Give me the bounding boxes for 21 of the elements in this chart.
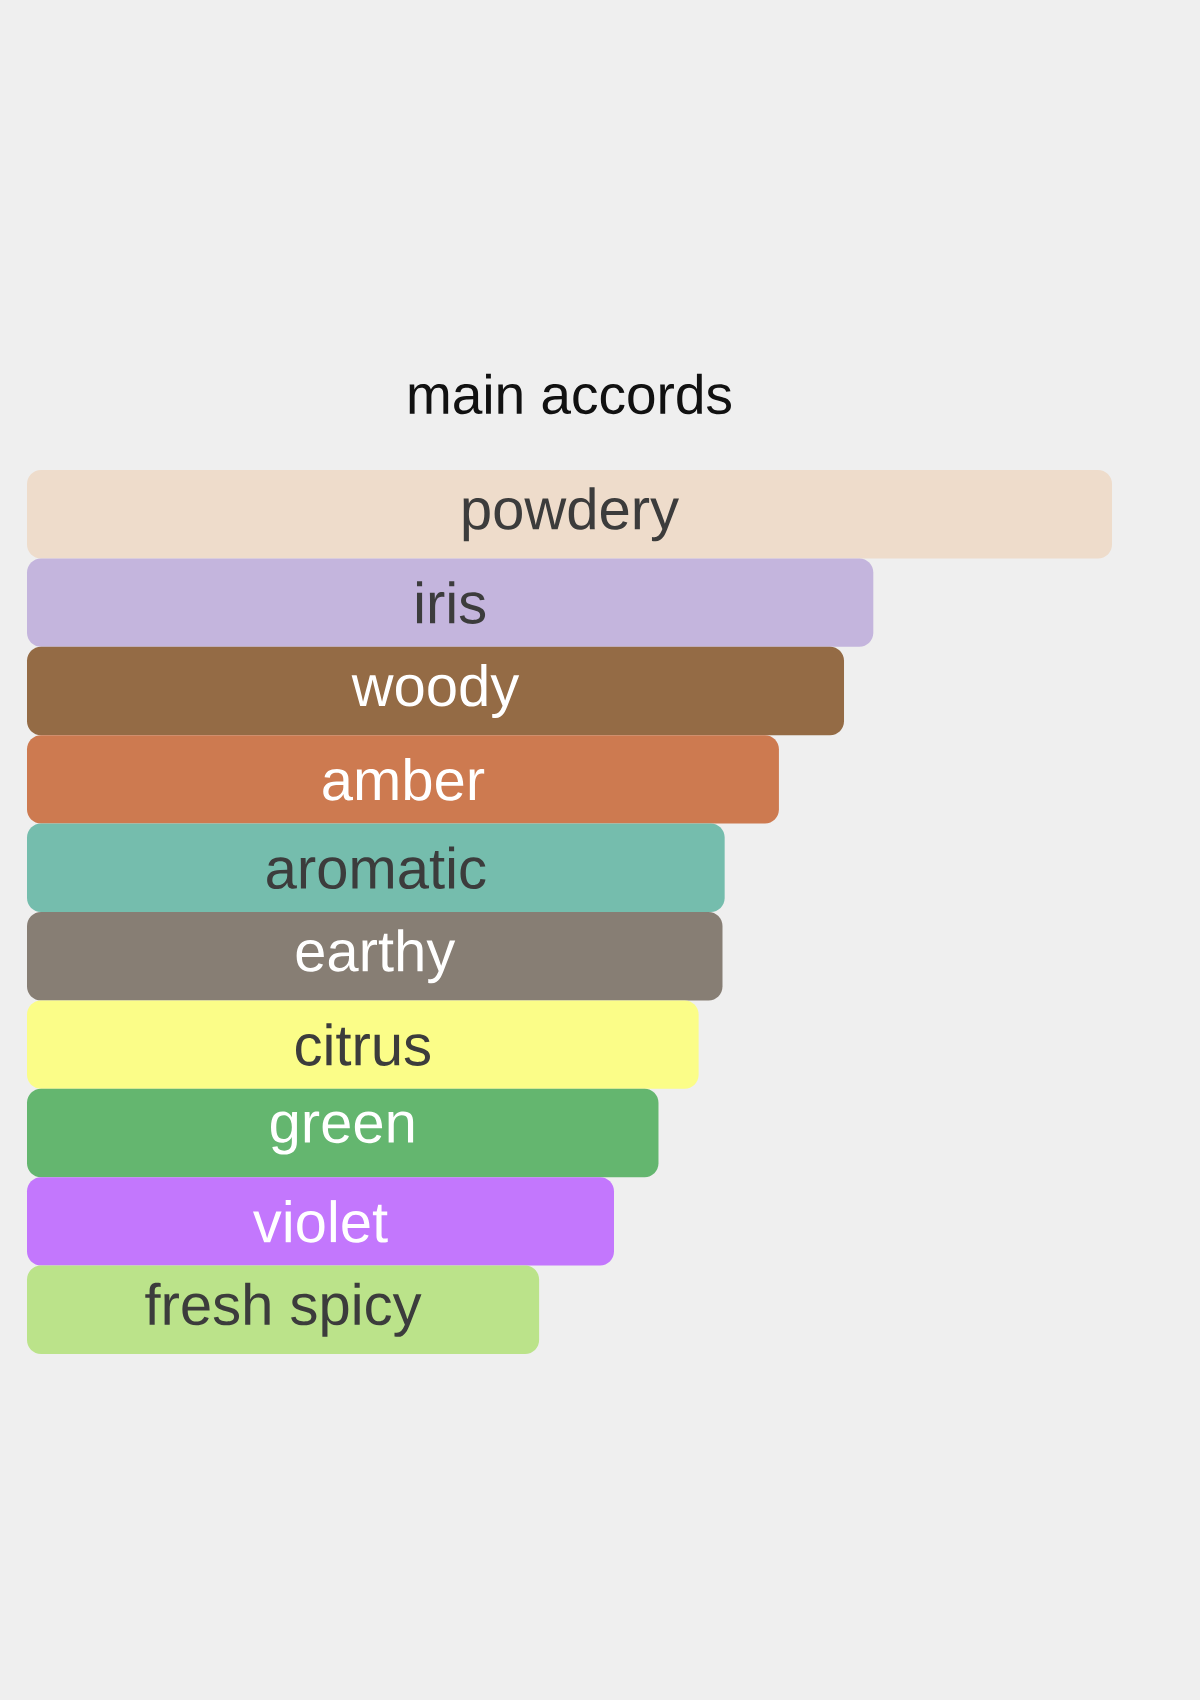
bar <box>27 1088 659 1178</box>
bar <box>27 823 725 912</box>
y-tick-label: amber <box>323 758 485 801</box>
chart-title: main accords <box>409 373 731 415</box>
bar <box>27 646 845 736</box>
y-tick-label: earthy <box>296 929 456 984</box>
y-tick-label: fresh spicy <box>145 1282 422 1337</box>
y-tick-label: violet <box>253 1200 388 1243</box>
bar <box>27 1000 699 1089</box>
bar <box>27 1177 614 1266</box>
y-tick-label: green <box>271 1111 414 1155</box>
bar <box>27 911 723 1001</box>
y-tick-label: citrus <box>296 1023 430 1066</box>
y-tick-label: iris <box>416 581 486 624</box>
y-tick-label: powdery <box>463 487 679 542</box>
y-tick-label: aromatic <box>267 846 486 890</box>
y-tick-label: woody <box>351 663 520 719</box>
bar <box>27 1265 540 1354</box>
bar <box>27 735 779 824</box>
bar <box>27 469 1113 559</box>
bar <box>27 558 874 647</box>
